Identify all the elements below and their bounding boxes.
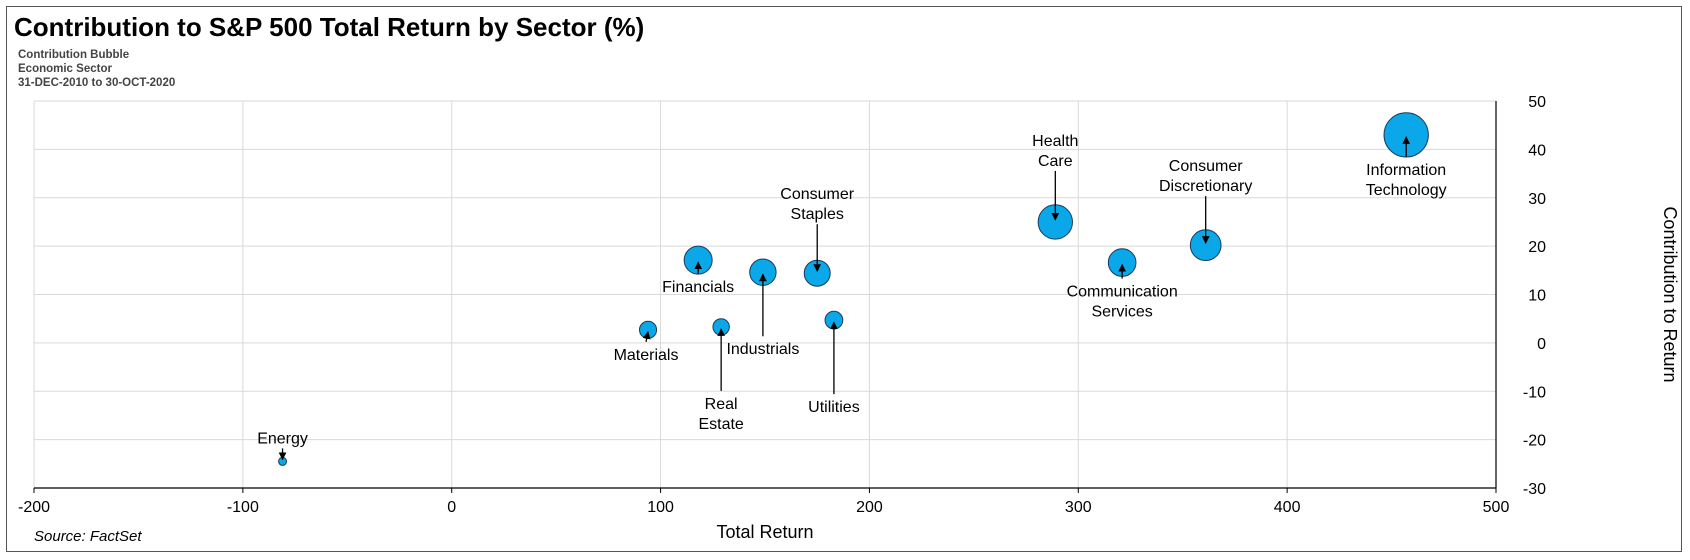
x-tick-label: 300 <box>1065 499 1092 516</box>
point-label-real-estate: Real Estate <box>698 396 743 433</box>
x-tick-label: -100 <box>227 499 259 516</box>
point-label-energy: Energy <box>257 430 308 447</box>
y-tick-label: 40 <box>1528 142 1546 159</box>
point-label-utilities: Utilities <box>808 399 860 416</box>
y-tick-label: 20 <box>1528 239 1546 256</box>
y-axis-title: Contribution to Return <box>1660 206 1680 382</box>
point-label-health-care: Health Care <box>1032 133 1078 170</box>
y-tick-label: 30 <box>1528 191 1546 208</box>
source-note: Source: FactSet <box>34 528 142 545</box>
x-tick-label: 400 <box>1274 499 1301 516</box>
subtitle-grouping: Economic Sector <box>18 63 112 75</box>
bubble-financials <box>683 245 713 275</box>
y-tick-label: -10 <box>1523 384 1546 401</box>
point-label-communication-services: Communication Services <box>1067 284 1178 321</box>
y-tick-label: -30 <box>1523 481 1546 498</box>
x-axis-title: Total Return <box>716 522 813 542</box>
x-tick-label: 0 <box>447 499 456 516</box>
point-label-consumer-staples: Consumer Staples <box>780 186 854 223</box>
chart-frame <box>6 6 1682 552</box>
y-tick-label: 10 <box>1528 288 1546 305</box>
y-tick-label: -20 <box>1523 433 1546 450</box>
subtitle-date-range: 31-DEC-2010 to 30-OCT-2020 <box>18 77 176 89</box>
x-tick-label: 200 <box>856 499 883 516</box>
y-tick-label: 0 <box>1537 336 1546 353</box>
x-tick-label: -200 <box>18 499 50 516</box>
x-tick-label: 100 <box>647 499 674 516</box>
point-label-materials: Materials <box>614 347 679 364</box>
subtitle-measure: Contribution Bubble <box>18 49 130 61</box>
bubble-materials <box>638 320 658 339</box>
point-label-information-technology: Information Technology <box>1366 162 1447 199</box>
chart-title: Contribution to S&P 500 Total Return by … <box>14 12 645 42</box>
point-label-financials: Financials <box>662 279 734 296</box>
x-tick-label: 500 <box>1483 499 1510 516</box>
bubble-information-technology <box>1383 112 1429 158</box>
point-label-consumer-discretionary: Consumer Discretionary <box>1159 158 1252 195</box>
point-label-industrials: Industrials <box>726 341 799 358</box>
y-tick-label: 50 <box>1528 94 1546 111</box>
label-arrow-materials <box>642 331 651 342</box>
